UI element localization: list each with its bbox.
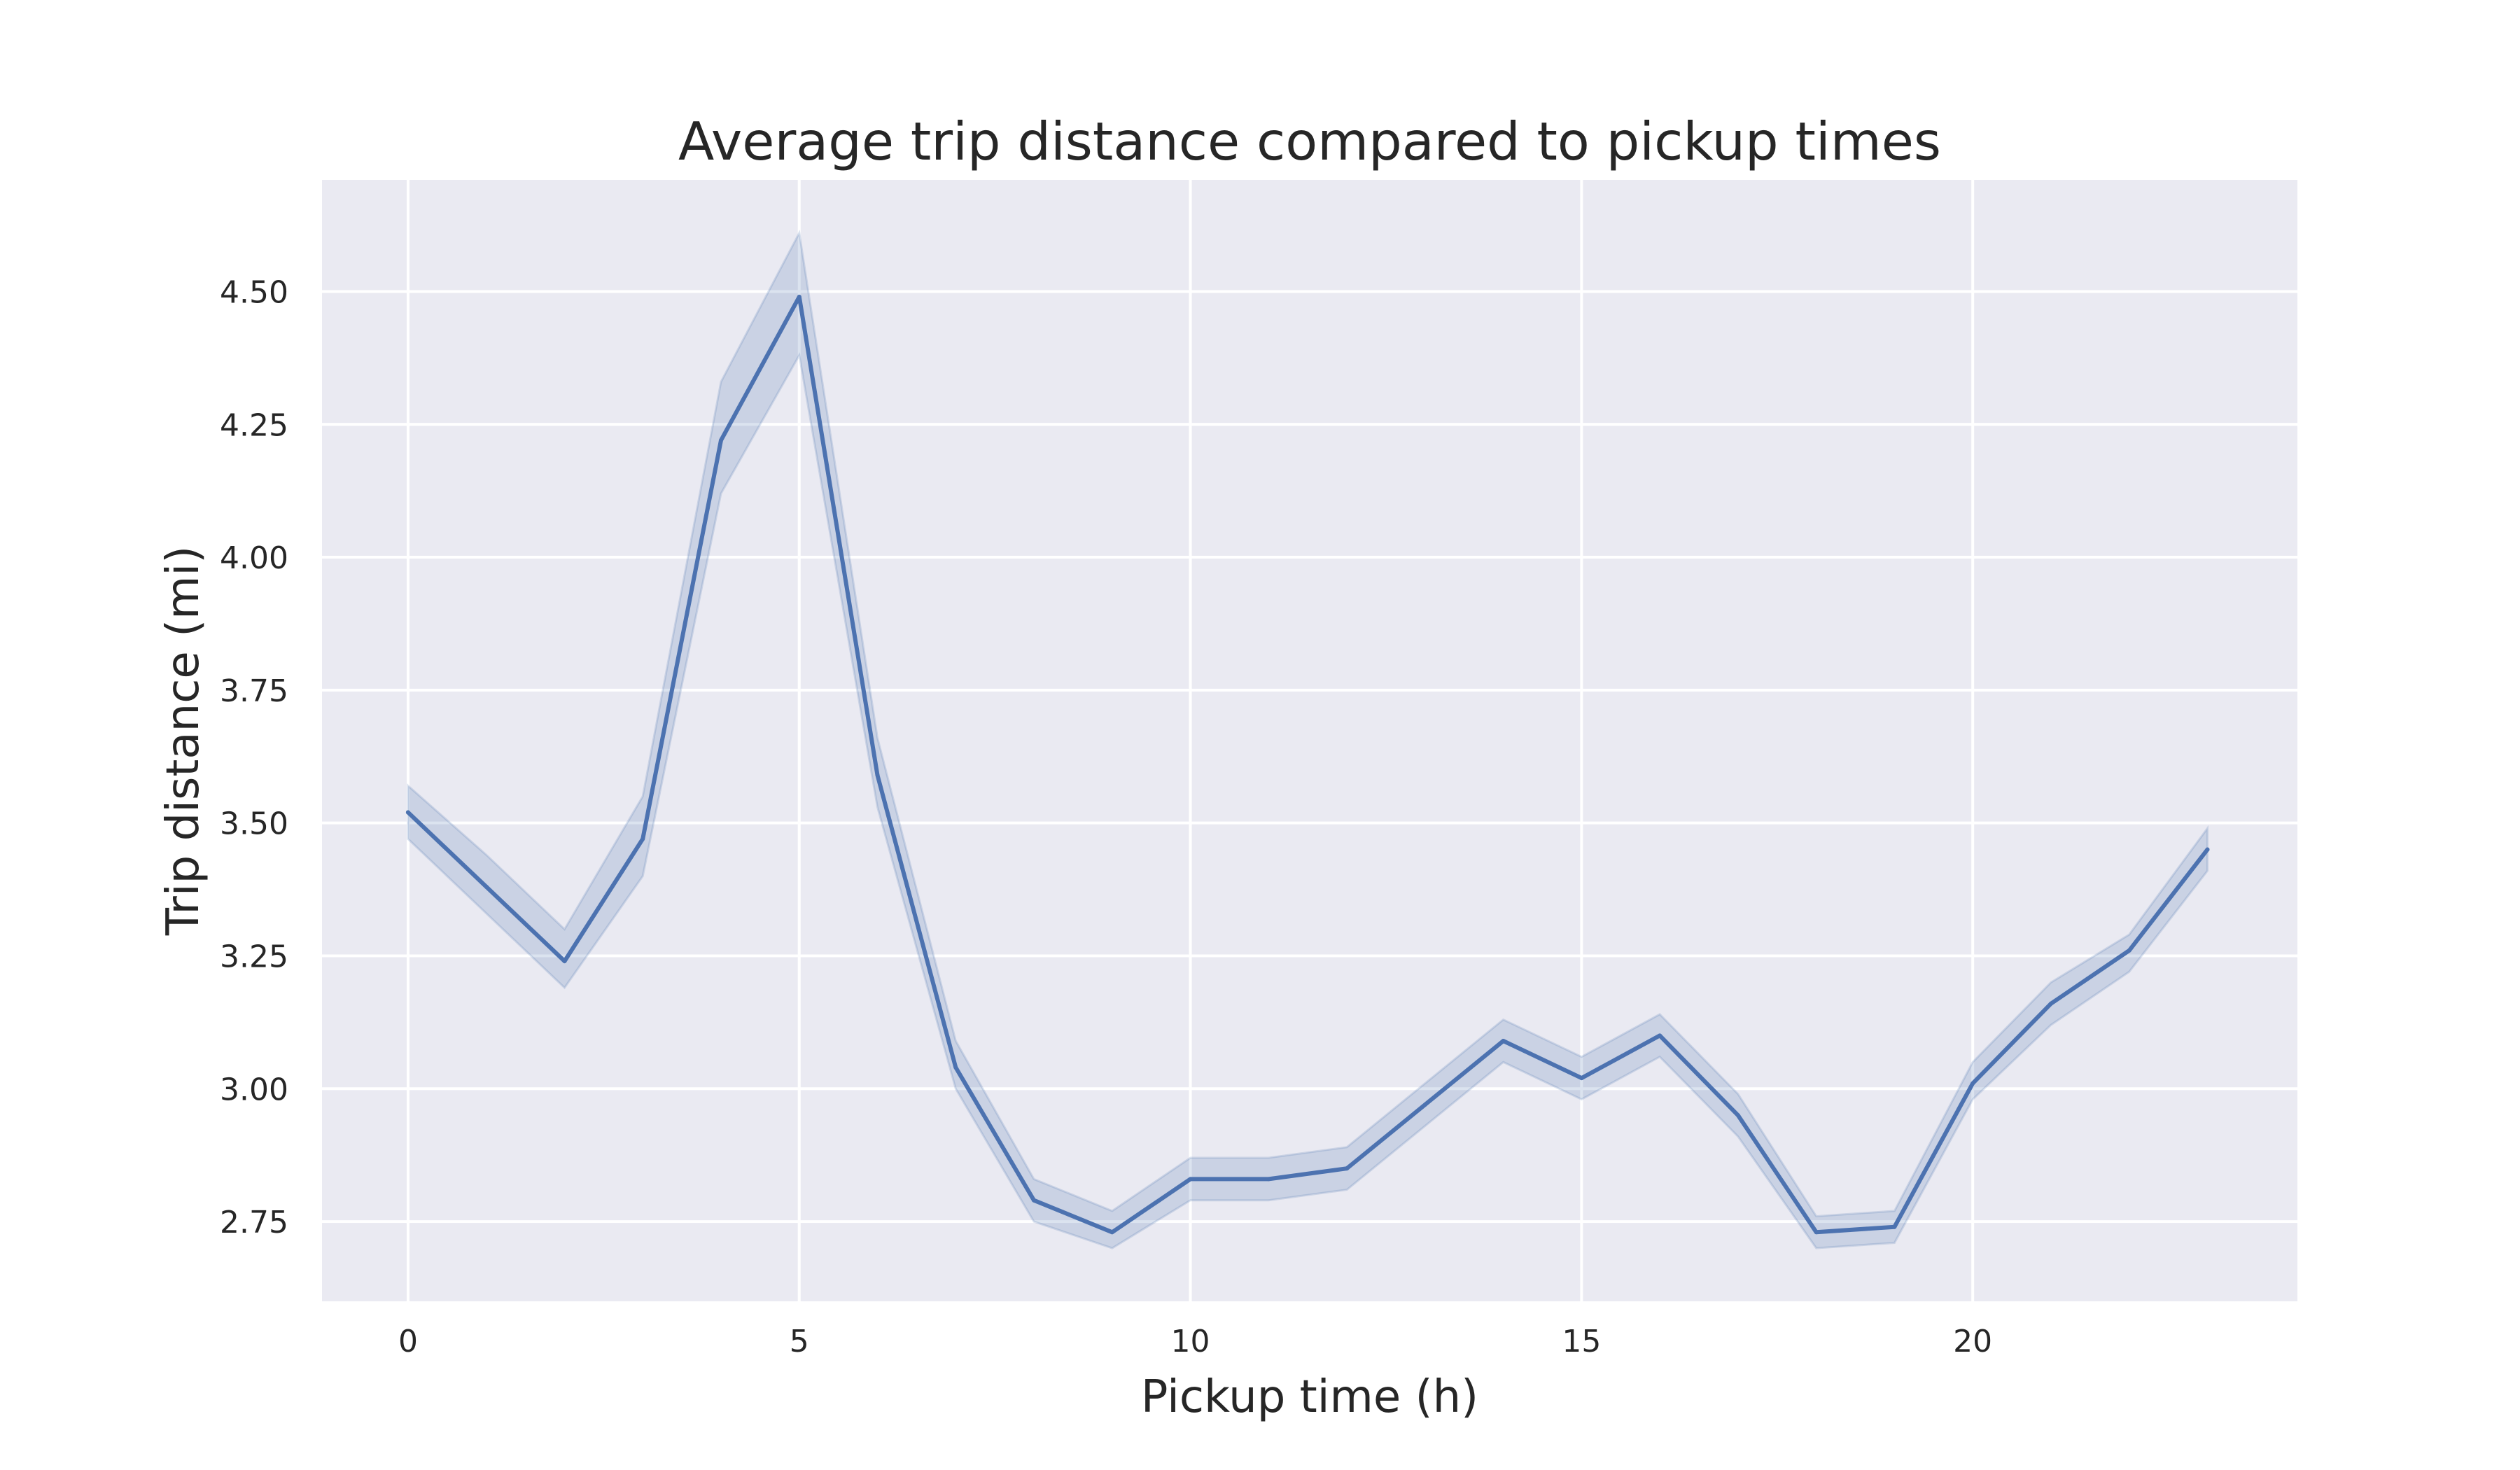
y-tick-label: 3.00 [220, 1072, 288, 1107]
data-point [1422, 1102, 1427, 1107]
y-tick-label: 4.00 [220, 540, 288, 576]
x-axis-label: Pickup time (h) [1141, 1371, 1478, 1423]
series-line [405, 295, 2210, 1235]
data-point [2048, 1001, 2053, 1006]
confidence-band [407, 230, 2208, 1250]
x-axis-ticks: 0 5 10 15 20 [398, 1324, 1992, 1359]
data-point [875, 773, 880, 778]
data-point [1188, 1177, 1193, 1182]
plot-background [322, 180, 2297, 1301]
chart-title: Average trip distance compared to pickup… [678, 111, 1941, 172]
x-tick-label: 15 [1562, 1324, 1601, 1359]
data-point [2127, 948, 2132, 953]
data-point [719, 438, 723, 442]
y-tick-label: 3.25 [220, 939, 288, 974]
data-point [1735, 1113, 1740, 1118]
data-point [2205, 847, 2210, 852]
data-point [1579, 1076, 1584, 1081]
data-point [405, 810, 410, 815]
data-point [1814, 1230, 1819, 1235]
data-point [484, 884, 489, 889]
data-point [1032, 1198, 1036, 1203]
data-point [1658, 1033, 1662, 1038]
y-axis-label: Trip distance (mi) [158, 546, 209, 936]
y-tick-label: 2.75 [220, 1205, 288, 1240]
x-tick-label: 20 [1953, 1324, 1992, 1359]
y-tick-label: 4.25 [220, 407, 288, 443]
data-point [953, 1065, 958, 1070]
y-axis-ticks: 2.75 3.00 3.25 3.50 3.75 4.00 4.25 4.50 [220, 274, 288, 1240]
x-tick-label: 5 [790, 1324, 809, 1359]
data-point [1110, 1230, 1114, 1235]
data-point [1892, 1224, 1897, 1229]
y-tick-label: 3.50 [220, 806, 288, 842]
data-point [640, 836, 645, 841]
data-point [562, 959, 567, 964]
grid-lines [322, 180, 2297, 1301]
x-tick-label: 0 [398, 1324, 418, 1359]
x-tick-label: 10 [1171, 1324, 1210, 1359]
y-tick-label: 4.50 [220, 274, 288, 310]
data-point [1266, 1177, 1271, 1182]
data-point [1501, 1039, 1506, 1043]
data-point [797, 295, 802, 299]
y-tick-label: 3.75 [220, 673, 288, 709]
confidence-band-layer [407, 230, 2208, 1250]
data-point [1345, 1166, 1350, 1171]
series-line-layer [405, 295, 2210, 1235]
data-point [1970, 1081, 1975, 1086]
